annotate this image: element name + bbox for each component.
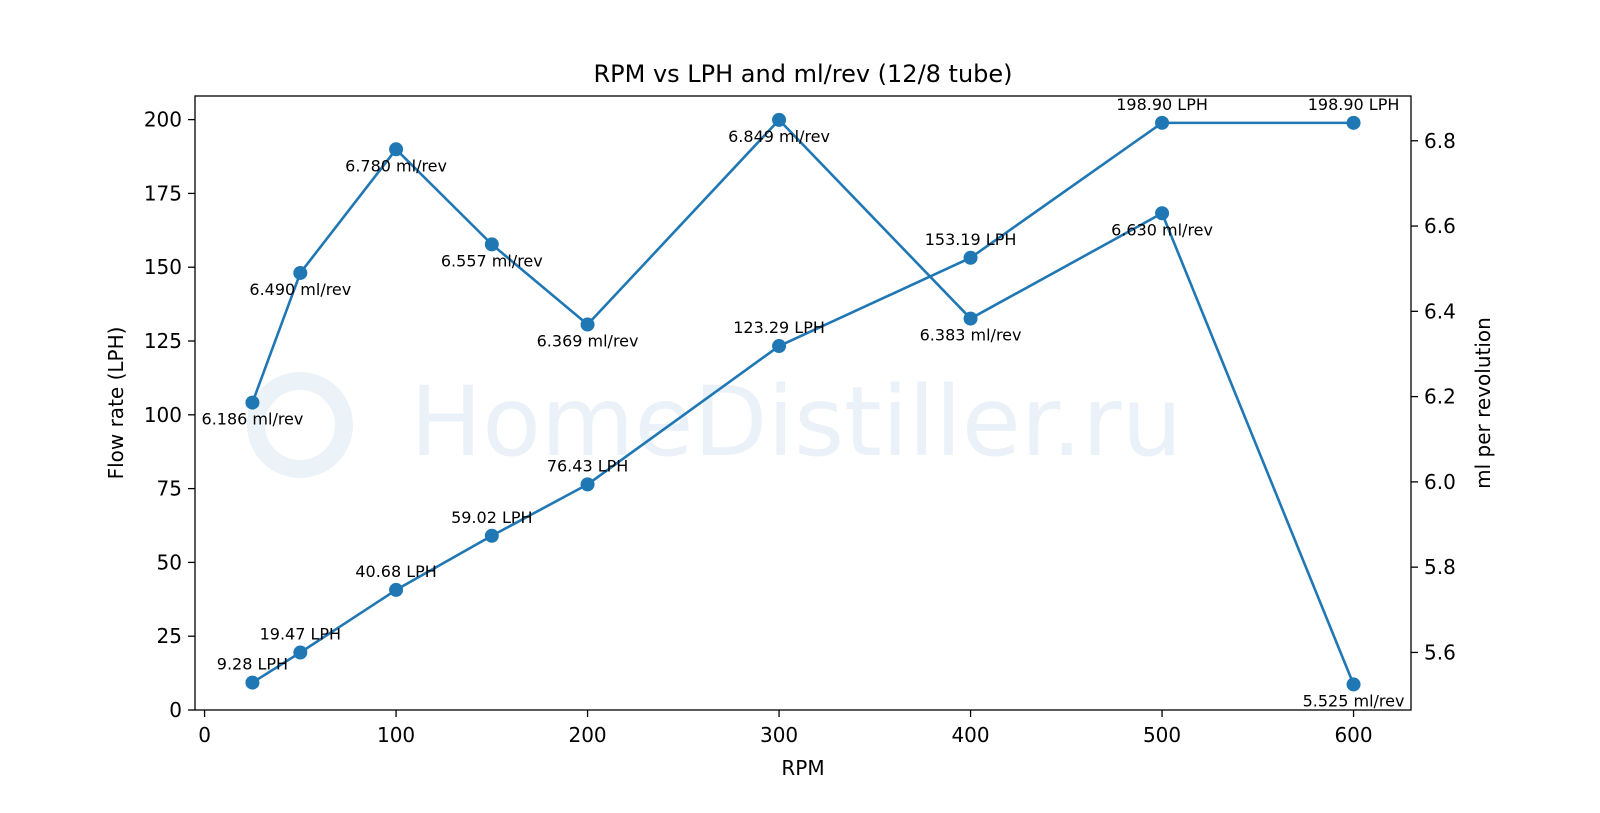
data-label: 6.557 ml/rev (441, 251, 543, 270)
data-label: 6.630 ml/rev (1111, 220, 1213, 239)
data-label: 153.19 LPH (925, 230, 1017, 249)
right-y-tick-label: 6.0 (1424, 470, 1456, 494)
right-y-tick-label: 6.6 (1424, 214, 1456, 238)
watermark: HomeDistiller.ru (247, 366, 1182, 478)
data-label: 6.369 ml/rev (537, 332, 639, 351)
data-label: 19.47 LPH (260, 625, 341, 644)
right-y-axis-label: ml per revolution (1471, 317, 1495, 489)
data-point (580, 477, 595, 492)
data-label: 40.68 LPH (355, 562, 436, 581)
right-y-tick-label: 5.6 (1424, 640, 1456, 664)
watermark-logo-icon (247, 372, 353, 478)
data-point (1346, 677, 1361, 692)
data-point (389, 582, 404, 597)
chart-title: RPM vs LPH and ml/rev (12/8 tube) (593, 60, 1012, 88)
data-point (772, 112, 787, 127)
data-label: 6.490 ml/rev (249, 280, 351, 299)
left-y-tick-label: 125 (144, 329, 182, 353)
plot-frame (194, 95, 1412, 711)
data-label: 59.02 LPH (451, 508, 532, 527)
left-y-axis-label: Flow rate (LPH) (104, 327, 128, 480)
data-point (580, 317, 595, 332)
data-label: 123.29 LPH (733, 318, 825, 337)
left-y-tick-label: 175 (144, 181, 182, 205)
x-tick-label: 400 (951, 723, 989, 747)
data-label: 5.525 ml/rev (1303, 691, 1405, 710)
data-label: 9.28 LPH (217, 655, 288, 674)
data-point (1155, 115, 1170, 130)
x-axis-ticks: 0 100 200 300 400 500 600 (198, 710, 1373, 747)
series-layer: 9.28 LPH 19.47 LPH 40.68 LPH 59.02 LPH 76.43… (202, 95, 1405, 711)
data-point (293, 265, 308, 280)
data-point (389, 142, 404, 157)
data-point (1346, 115, 1361, 130)
data-point (484, 237, 499, 252)
left-y-tick-label: 75 (157, 477, 182, 501)
data-point (245, 675, 260, 690)
x-tick-label: 600 (1334, 723, 1372, 747)
left-y-tick-label: 100 (144, 403, 182, 427)
data-label: 6.186 ml/rev (202, 410, 304, 429)
right-y-tick-label: 6.4 (1424, 299, 1456, 323)
right-y-tick-label: 6.2 (1424, 385, 1456, 409)
x-tick-label: 500 (1143, 723, 1181, 747)
watermark-text: HomeDistiller.ru (410, 366, 1182, 478)
x-tick-label: 100 (377, 723, 415, 747)
data-point (484, 528, 499, 543)
data-label: 6.780 ml/rev (345, 156, 447, 175)
data-point (772, 339, 787, 354)
left-y-tick-label: 25 (157, 624, 182, 648)
left-y-tick-label: 200 (144, 108, 182, 132)
data-label: 198.90 LPH (1116, 95, 1208, 114)
data-point (963, 250, 978, 265)
left-y-axis-ticks: 0 25 50 75 100 125 150 175 200 (144, 108, 195, 722)
data-label: 198.90 LPH (1308, 95, 1400, 114)
data-label: 6.383 ml/rev (920, 326, 1022, 345)
x-axis-label: RPM (781, 756, 824, 780)
data-point (963, 311, 978, 326)
data-label: 6.849 ml/rev (728, 127, 830, 146)
x-tick-label: 0 (198, 723, 211, 747)
data-label: 76.43 LPH (547, 456, 628, 475)
left-y-tick-label: 50 (157, 550, 182, 574)
right-y-tick-label: 6.8 (1424, 129, 1456, 153)
right-y-axis-ticks: 5.6 5.8 6.0 6.2 6.4 6.6 6.8 (1411, 129, 1456, 664)
data-point (245, 395, 260, 410)
x-tick-label: 200 (568, 723, 606, 747)
ml-per-rev-series: 6.186 ml/rev 6.490 ml/rev 6.780 ml/rev 6.55… (202, 112, 1405, 710)
data-point (1155, 206, 1170, 221)
lph-series: 9.28 LPH 19.47 LPH 40.68 LPH 59.02 LPH 76.43… (217, 95, 1400, 690)
right-y-tick-label: 5.8 (1424, 555, 1456, 579)
x-tick-label: 300 (760, 723, 798, 747)
data-point (293, 645, 308, 660)
left-y-tick-label: 0 (169, 698, 182, 722)
left-y-tick-label: 150 (144, 255, 182, 279)
